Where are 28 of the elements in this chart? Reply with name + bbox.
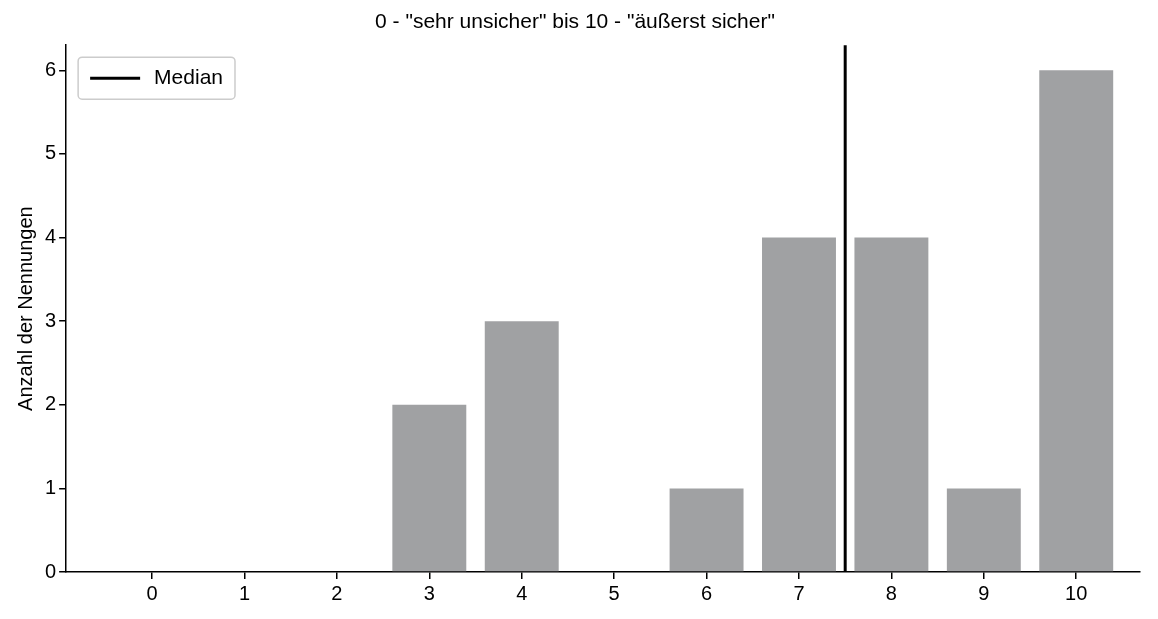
- y-tick-label: 4: [45, 225, 57, 248]
- x-tick-label: 3: [423, 581, 435, 604]
- y-tick-label: 2: [45, 392, 57, 415]
- y-tick-label: 3: [45, 308, 57, 331]
- x-tick-label: 8: [885, 581, 897, 604]
- bar: [392, 404, 467, 572]
- ref-line-label: Median: [154, 65, 224, 88]
- bar: [669, 488, 744, 572]
- bar: [946, 488, 1021, 572]
- y-tick-label: 5: [45, 141, 57, 164]
- x-tick-label: 9: [978, 581, 990, 604]
- bar: [762, 237, 836, 572]
- x-tick-label: 4: [516, 581, 528, 604]
- x-tick-label: 1: [238, 581, 251, 604]
- x-tick-label: 10: [1065, 581, 1088, 604]
- x-tick-label: 6: [701, 581, 713, 604]
- x-tick-label: 2: [331, 581, 343, 604]
- x-tick-label: 7: [793, 581, 805, 604]
- x-tick-label: 0: [146, 581, 158, 604]
- bar: [484, 321, 559, 572]
- bar: [1039, 70, 1114, 572]
- y-axis-title: Anzahl der Nennungen: [13, 206, 36, 411]
- y-tick-label: 1: [45, 475, 57, 498]
- x-tick-label: 5: [608, 581, 620, 604]
- chart-title: 0 - "sehr unsicher" bis 10 - "äußerst sicher": [375, 9, 775, 33]
- y-tick-label: 0: [45, 559, 57, 582]
- y-tick-label: 6: [45, 57, 57, 80]
- bar: [854, 237, 929, 572]
